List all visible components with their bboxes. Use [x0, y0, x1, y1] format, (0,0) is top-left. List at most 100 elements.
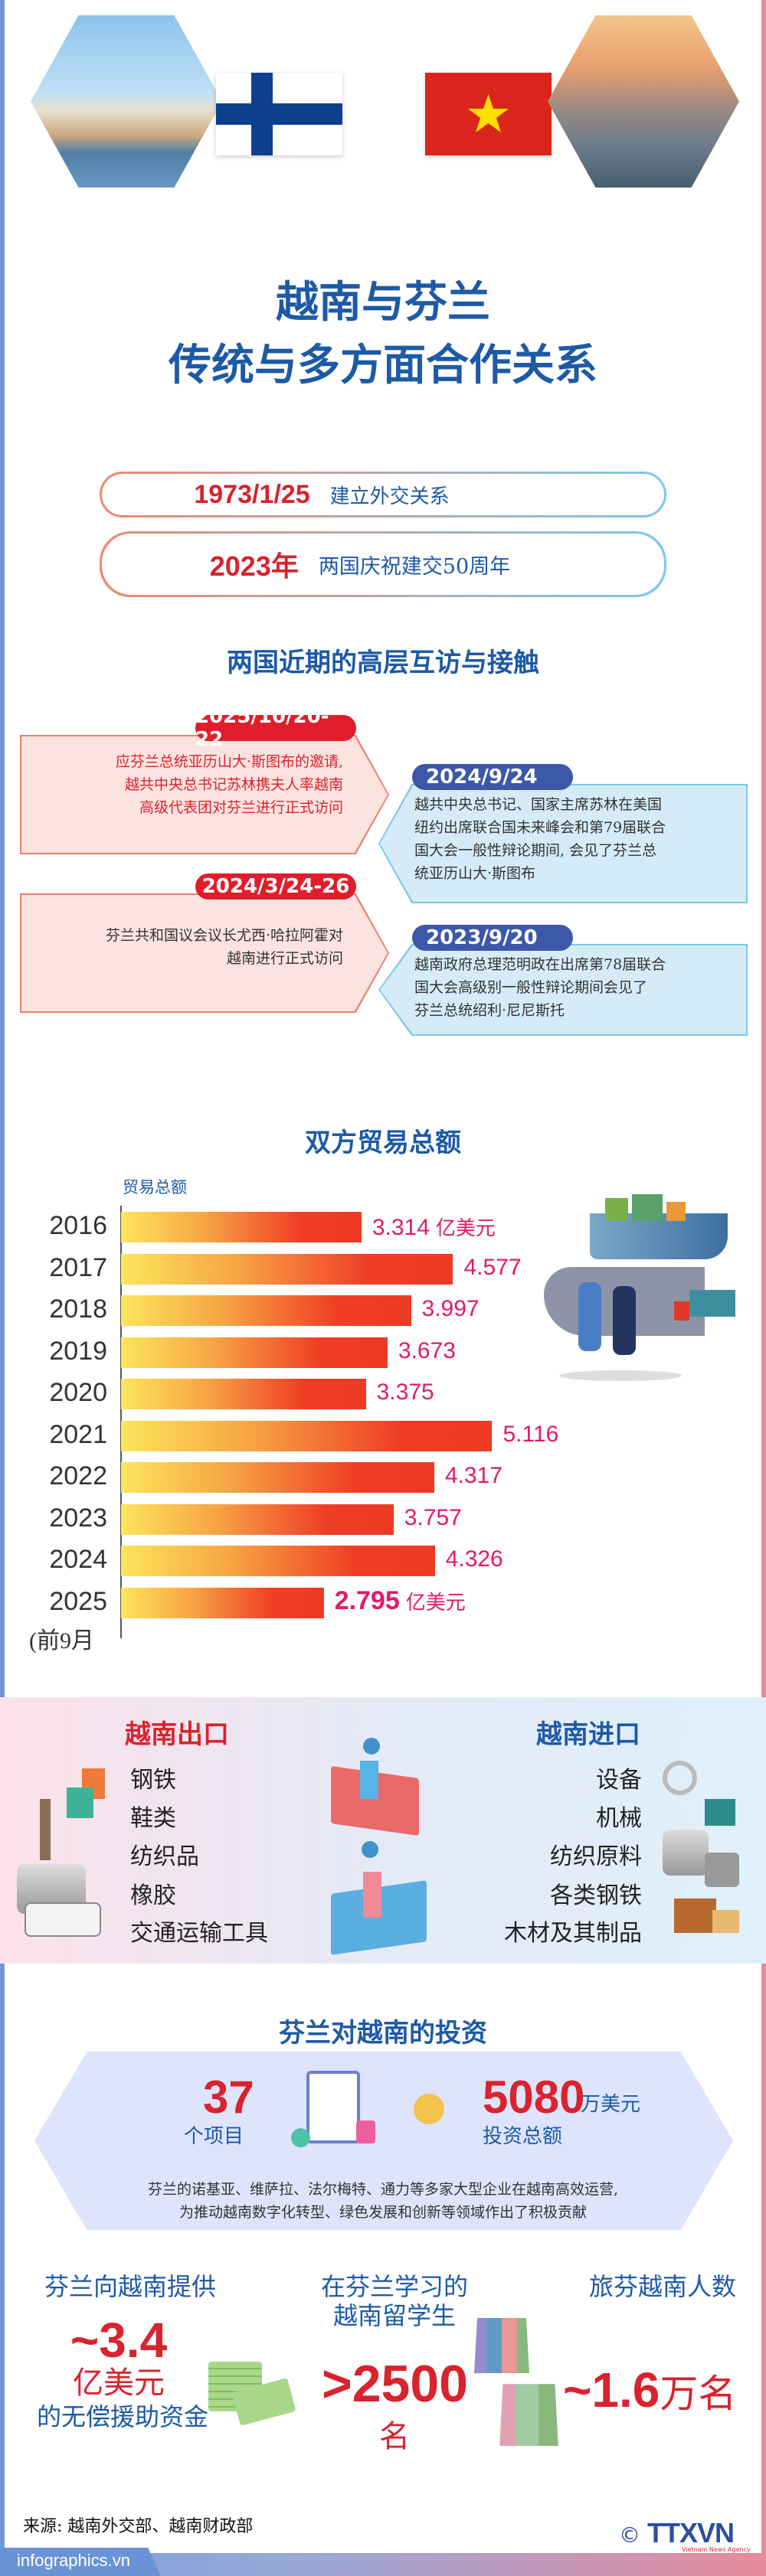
chart-value-label: 3.673	[398, 1338, 456, 1364]
value-unit: 亿美元	[435, 1217, 496, 1240]
chart-value-label: 3.997	[422, 1296, 480, 1322]
chart-bar	[121, 1212, 362, 1242]
students-title: 在芬兰学习的	[320, 2272, 468, 2301]
import-goods-icon	[659, 1761, 743, 1944]
value-number: 3.997	[421, 1296, 480, 1321]
helsinki-photo	[31, 15, 222, 188]
investment-icon	[283, 2067, 467, 2155]
value-number: 3.375	[376, 1379, 434, 1405]
projects-count: 37	[203, 2072, 254, 2123]
right-border	[761, 0, 766, 2576]
chart-category-label: 2022	[49, 1461, 107, 1490]
investment-paragraph: 芬兰的诺基亚、维萨拉、法尔梅特、通力等多家大型企业在越南高效运营,	[147, 2181, 619, 2198]
investment-heading: 芬兰对越南的投资	[279, 2018, 487, 2049]
aid-value: ~3.4	[70, 2313, 168, 2368]
chart-title: 双方贸易总额	[305, 1128, 461, 1158]
aid-unit: 亿美元	[73, 2365, 165, 2401]
residents-title: 旅芬越南人数	[588, 2272, 736, 2301]
visit-text: 芬兰总统绍利·尼尼斯托	[414, 1002, 565, 1019]
capital-unit: 万美元	[581, 2093, 641, 2116]
value-number: 4.326	[445, 1546, 503, 1572]
visit-text: 纽约出席联合国未来峰会和第79届联合	[414, 819, 666, 836]
capital-value: 5080	[483, 2072, 585, 2123]
title-line-1: 越南与芬兰	[276, 278, 490, 328]
chart-note: (前9月	[29, 1628, 94, 1654]
export-title: 越南出口	[125, 1719, 229, 1750]
chart-bar	[121, 1503, 394, 1535]
chart-category-label: 2019	[49, 1336, 107, 1366]
finland-flag	[216, 73, 342, 155]
residents-value: ~1.6	[563, 2362, 660, 2418]
students-value: >2500	[322, 2355, 468, 2413]
value-number: 4.577	[463, 1254, 522, 1280]
visit-text: 越共中央总书记苏林携夫人率越南	[124, 776, 343, 793]
chart-bar	[121, 1337, 388, 1368]
export-item: 鞋类	[130, 1805, 176, 1832]
chart-value-label: 4.317	[445, 1463, 502, 1489]
import-item: 机械	[596, 1805, 642, 1832]
students-title-2: 越南留学生	[332, 2301, 456, 2330]
source-text: 来源: 越南外交部、越南财政部	[23, 2517, 254, 2536]
chart-bar	[121, 1462, 434, 1493]
residents-unit: 万名	[660, 2372, 737, 2416]
chart-category-label: 2024	[49, 1545, 107, 1574]
ttxvn-logo: TTXVN	[647, 2517, 735, 2548]
export-item: 纺织品	[130, 1843, 199, 1870]
import-item: 设备	[596, 1767, 642, 1794]
milestone-date: 1973/1/25	[194, 479, 310, 509]
milestone-text: 建立外交关系	[329, 485, 450, 508]
chart-bar	[121, 1253, 453, 1285]
import-item: 各类钢铁	[550, 1882, 642, 1909]
visit-date-tab: 2024/9/24	[412, 764, 573, 790]
projects-label: 个项目	[184, 2125, 244, 2148]
visit-date-tab: 2025/10/20-22	[195, 705, 356, 751]
import-container-icon	[331, 1841, 430, 1955]
export-item: 交通运输工具	[130, 1920, 268, 1947]
investment-paragraph: 为推动越南数字化转型、绿色发展和创新等领域作出了积极贡献	[178, 2204, 587, 2221]
visit-date-tab: 2023/9/20	[412, 925, 573, 951]
chart-value-label: 3.375	[377, 1379, 434, 1406]
chart-bar	[121, 1546, 435, 1576]
visit-text: 越南政府总理范明政在出席第78届联合	[414, 956, 666, 973]
milestone-2: 2023年 两国庆祝建交50周年	[100, 531, 666, 597]
export-item: 钢铁	[130, 1767, 176, 1794]
aid-desc: 的无偿援助资金	[36, 2402, 208, 2431]
ttxvn-logo-sub: Vietnam News Agency	[682, 2546, 751, 2553]
family-icon	[499, 2384, 558, 2446]
export-goods-icon	[17, 1768, 113, 1937]
copyright-symbol: ©	[619, 2522, 640, 2548]
chart-value-label: 2.795 亿美元	[335, 1586, 466, 1616]
export-container-icon	[331, 1738, 423, 1837]
chart-value-label: 3.757	[404, 1505, 462, 1531]
chart-category-label: 2020	[49, 1378, 107, 1407]
visit-card-1: 应芬兰总统亚历山大·斯图布的邀请, 越共中央总书记苏林携夫人率越南 高级代表团对…	[20, 735, 389, 854]
trade-illustration	[544, 1194, 735, 1389]
visit-text: 越共中央总书记、国家主席苏林在美国	[414, 796, 663, 813]
chart-bar	[121, 1587, 324, 1618]
chart-category-label: 2018	[49, 1295, 107, 1324]
chart-value-label: 4.326	[446, 1546, 503, 1572]
visit-date-tab: 2024/3/24-26	[195, 873, 356, 899]
visit-text: 国大会高级别一般性辩论期间会见了	[414, 979, 648, 996]
import-item: 纺织原料	[550, 1843, 642, 1870]
site-link[interactable]: infographics.vn	[0, 2548, 161, 2576]
chart-category-label: 2025	[49, 1586, 107, 1616]
value-number: 4.317	[444, 1463, 502, 1488]
chart-category-label: 2021	[49, 1419, 107, 1449]
chart-value-label: 4.577	[463, 1255, 521, 1281]
chart-bar	[121, 1420, 493, 1451]
money-icon	[208, 2362, 296, 2426]
left-border	[0, 0, 5, 2576]
chart-value-label: 3.314 亿美元	[372, 1213, 496, 1241]
visit-text: 统亚历山大·斯图布	[414, 865, 536, 882]
chart-axis-label: 贸易总额	[123, 1178, 187, 1197]
import-item: 木材及其制品	[504, 1920, 642, 1947]
milestone-text: 两国庆祝建交50周年	[318, 554, 511, 579]
visit-text: 应芬兰总统亚历山大·斯图布的邀请,	[115, 753, 343, 770]
chart-bar	[121, 1295, 411, 1326]
visit-card-3: 芬兰共和国议会议长尤西·哈拉阿霍对 越南进行正式访问	[20, 893, 389, 1013]
visit-text: 国大会一般性辩论期间, 会见了芬兰总	[414, 842, 657, 859]
visit-card-4: 越南政府总理范明政在出席第78届联合 国大会高级别一般性辩论期间会见了 芬兰总统…	[378, 944, 748, 1036]
hcmc-photo	[548, 15, 739, 188]
export-item: 橡胶	[130, 1882, 176, 1909]
